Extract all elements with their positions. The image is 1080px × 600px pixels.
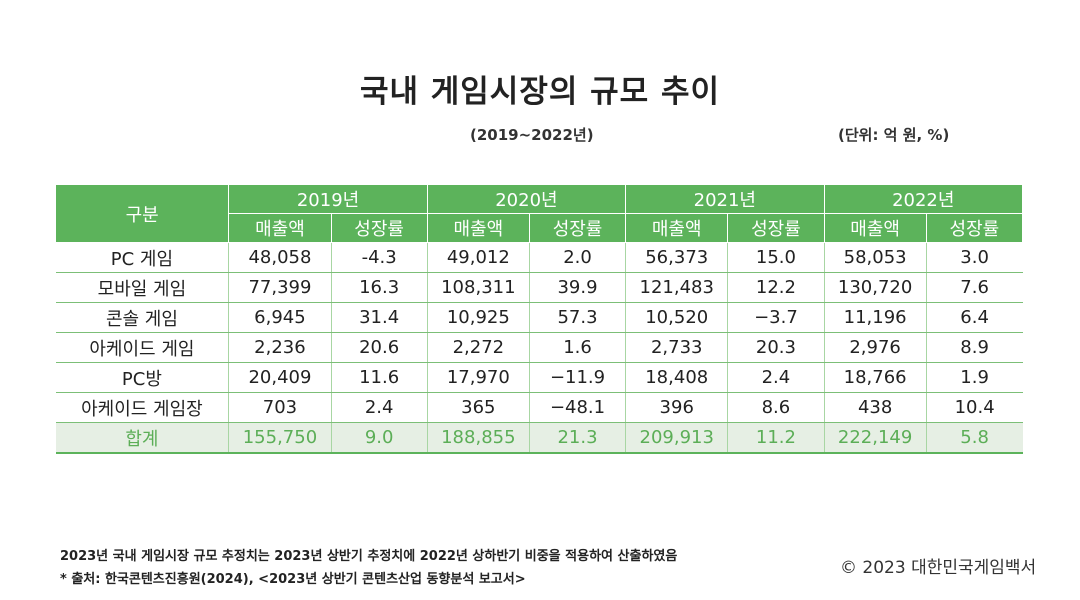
growth-cell: 3.0 xyxy=(925,242,1023,273)
revenue-cell: 20,409 xyxy=(228,362,332,393)
growth-cell: 21.3 xyxy=(528,422,626,454)
revenue-cell: 77,399 xyxy=(228,272,332,303)
growth-cell: 6.4 xyxy=(925,302,1023,333)
row-label: 아케이드 게임장 xyxy=(55,392,229,423)
table-row: PC방 20,409 11.6 17,970 −11.9 18,408 2.4 18,766 1… xyxy=(55,362,1023,393)
growth-cell: 12.2 xyxy=(727,272,825,303)
header-revenue: 매출액 xyxy=(625,213,729,243)
revenue-cell: 396 xyxy=(625,392,728,423)
header-year-2019: 2019년 xyxy=(228,184,428,214)
revenue-cell: 130,720 xyxy=(823,272,927,303)
growth-cell: 8.9 xyxy=(925,332,1023,363)
footnote-source: * 출처: 한국콘텐츠진흥원(2024), <2023년 상반기 콘텐츠산업 동… xyxy=(60,572,526,587)
growth-cell: 7.6 xyxy=(925,272,1023,303)
header-revenue: 매출액 xyxy=(426,213,530,243)
revenue-cell: 108,311 xyxy=(426,272,530,303)
row-label: PC방 xyxy=(55,362,229,393)
growth-cell: 9.0 xyxy=(330,422,428,454)
growth-cell: −3.7 xyxy=(727,302,825,333)
revenue-cell: 18,408 xyxy=(625,362,728,393)
header-growth: 성장률 xyxy=(925,213,1024,243)
header-growth: 성장률 xyxy=(528,213,627,243)
growth-cell: 2.4 xyxy=(727,362,825,393)
revenue-cell: 209,913 xyxy=(625,422,728,454)
page-title: 국내 게임시장의 규모 추이 xyxy=(359,74,721,110)
growth-cell: 31.4 xyxy=(330,302,428,333)
table-row: 콘솔 게임 6,945 31.4 10,925 57.3 10,520 −3.7 11,196… xyxy=(55,302,1023,333)
revenue-cell: 2,272 xyxy=(426,332,530,363)
revenue-cell: 48,058 xyxy=(228,242,332,273)
growth-cell: 20.6 xyxy=(330,332,428,363)
revenue-cell: 703 xyxy=(228,392,332,423)
growth-cell: 11.2 xyxy=(727,422,825,454)
table-row: PC 게임 48,058 -4.3 49,012 2.0 56,373 15.0 58,053… xyxy=(55,242,1023,273)
revenue-cell: 56,373 xyxy=(625,242,728,273)
revenue-cell: 6,945 xyxy=(228,302,332,333)
row-label: PC 게임 xyxy=(55,242,229,273)
revenue-cell: 18,766 xyxy=(823,362,927,393)
row-label: 모바일 게임 xyxy=(55,272,229,303)
period-label: (2019~2022년) xyxy=(470,126,594,144)
revenue-cell: 121,483 xyxy=(625,272,728,303)
revenue-cell: 2,976 xyxy=(823,332,927,363)
table-body: PC 게임 48,058 -4.3 49,012 2.0 56,373 15.0 58,053… xyxy=(55,242,1023,454)
revenue-cell: 188,855 xyxy=(426,422,530,454)
growth-cell: 10.4 xyxy=(925,392,1023,423)
growth-cell: 1.9 xyxy=(925,362,1023,393)
copyright: © 2023 대한민국게임백서 xyxy=(840,558,1037,578)
table-row: 아케이드 게임 2,236 20.6 2,272 1.6 2,733 20.3 2,976 8.… xyxy=(55,332,1023,363)
header-year-2021: 2021년 xyxy=(625,184,825,214)
growth-cell: 57.3 xyxy=(528,302,626,333)
revenue-cell: 2,733 xyxy=(625,332,728,363)
footnote-method: 2023년 국내 게임시장 규모 추정치는 2023년 상반기 추정치에 202… xyxy=(60,549,678,564)
header-revenue: 매출액 xyxy=(228,213,332,243)
total-row: 합계 155,750 9.0 188,855 21.3 209,913 11.2 222,14… xyxy=(55,422,1023,454)
revenue-cell: 49,012 xyxy=(426,242,530,273)
row-label: 콘솔 게임 xyxy=(55,302,229,333)
revenue-cell: 155,750 xyxy=(228,422,332,454)
growth-cell: 2.4 xyxy=(330,392,428,423)
row-label: 합계 xyxy=(55,422,229,454)
revenue-cell: 438 xyxy=(823,392,927,423)
header-revenue: 매출액 xyxy=(823,213,927,243)
growth-cell: 11.6 xyxy=(330,362,428,393)
revenue-cell: 11,196 xyxy=(823,302,927,333)
header-year-2020: 2020년 xyxy=(426,184,627,214)
growth-cell: 39.9 xyxy=(528,272,626,303)
revenue-cell: 2,236 xyxy=(228,332,332,363)
growth-cell: 1.6 xyxy=(528,332,626,363)
unit-label: (단위: 억 원, %) xyxy=(838,126,950,144)
growth-cell: 2.0 xyxy=(528,242,626,273)
growth-cell: 16.3 xyxy=(330,272,428,303)
growth-cell: −48.1 xyxy=(528,392,626,423)
revenue-cell: 10,520 xyxy=(625,302,728,333)
growth-cell: 8.6 xyxy=(727,392,825,423)
market-size-table: 구분 2019년 2020년 2021년 2022년 매출액 성장률 매출액 성… xyxy=(54,184,1024,454)
growth-cell: 5.8 xyxy=(925,422,1023,454)
header-growth: 성장률 xyxy=(727,213,825,243)
table-row: 아케이드 게임장 703 2.4 365 −48.1 396 8.6 438 10.4 xyxy=(55,392,1023,423)
revenue-cell: 10,925 xyxy=(426,302,530,333)
header-growth: 성장률 xyxy=(330,213,428,243)
header-category: 구분 xyxy=(54,184,230,243)
table-row: 모바일 게임 77,399 16.3 108,311 39.9 121,483 12.2 13… xyxy=(55,272,1023,303)
row-label: 아케이드 게임 xyxy=(55,332,229,363)
growth-cell: 20.3 xyxy=(727,332,825,363)
revenue-cell: 365 xyxy=(426,392,530,423)
revenue-cell: 17,970 xyxy=(426,362,530,393)
growth-cell: 15.0 xyxy=(727,242,825,273)
growth-cell: −11.9 xyxy=(528,362,626,393)
revenue-cell: 58,053 xyxy=(823,242,927,273)
header-year-2022: 2022년 xyxy=(823,184,1024,214)
revenue-cell: 222,149 xyxy=(823,422,927,454)
growth-cell: -4.3 xyxy=(330,242,428,273)
